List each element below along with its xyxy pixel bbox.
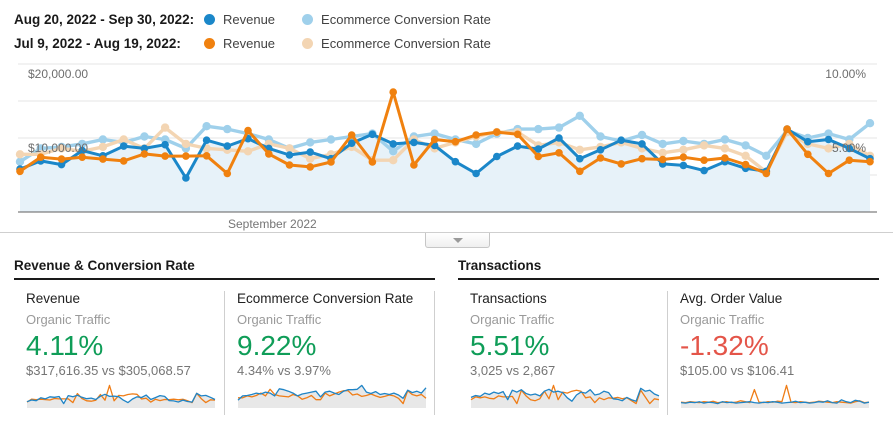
section-transactions: Transactions Transactions Organic Traffi…: [458, 258, 879, 415]
left-axis-tick-20000: $20,000.00: [28, 67, 89, 81]
right-axis-tick-10pct: 10.00%: [825, 67, 866, 81]
card-comparison: $317,616.35 vs $305,068.57: [26, 363, 191, 378]
chart-legend: Aug 20, 2022 - Sep 30, 2022: Revenue Eco…: [14, 7, 518, 55]
card-row: Revenue Organic Traffic 4.11% $317,616.3…: [14, 291, 435, 415]
legend-row-previous-period: Jul 9, 2022 - Aug 19, 2022: Revenue Ecom…: [14, 31, 518, 55]
legend-item-conversion-current: Ecommerce Conversion Rate: [302, 12, 491, 27]
chevron-down-icon: [452, 237, 463, 243]
card-segment: Organic Traffic: [237, 312, 322, 327]
card-change-value: 5.51%: [470, 330, 550, 361]
revenue-previous-dot-icon: [204, 37, 215, 49]
card-row: Transactions Organic Traffic 5.51% 3,025…: [458, 291, 879, 415]
right-axis-tick-5pct: 5.00%: [831, 141, 866, 155]
timeline-chart[interactable]: [0, 62, 893, 214]
conversion-current-dot-icon: [302, 13, 314, 25]
card-segment: Organic Traffic: [26, 312, 111, 327]
conversion-previous-dot-icon: [302, 37, 314, 49]
card-segment: Organic Traffic: [680, 312, 765, 327]
revenue-current-dot-icon: [204, 13, 215, 25]
section-revenue-conversion-rate: Revenue & Conversion Rate Revenue Organi…: [14, 258, 435, 415]
card-change-value: 4.11%: [26, 330, 104, 361]
sparkline-chart: [26, 384, 216, 408]
card-change-value: 9.22%: [237, 330, 317, 361]
section-heading: Revenue & Conversion Rate: [14, 258, 435, 280]
legend-label: Revenue: [223, 35, 276, 51]
sparkline-chart: [680, 384, 870, 408]
legend-item-conversion-previous: Ecommerce Conversion Rate: [302, 36, 491, 51]
card-title: Ecommerce Conversion Rate: [237, 291, 414, 306]
card-segment: Organic Traffic: [470, 312, 555, 327]
date-range-previous: Jul 9, 2022 - Aug 19, 2022:: [14, 35, 181, 51]
sparkline-chart: [470, 384, 660, 408]
collapse-chart-button[interactable]: [425, 233, 490, 248]
sparkline-chart: [237, 384, 427, 408]
card-title: Revenue: [26, 291, 81, 306]
chart-bottom-divider: [0, 232, 893, 233]
card-change-value: -1.32%: [680, 330, 769, 361]
scorecard-ecommerce-conversion-rate: Ecommerce Conversion Rate Organic Traffi…: [225, 291, 435, 415]
date-range-current: Aug 20, 2022 - Sep 30, 2022:: [14, 11, 195, 27]
card-comparison: $105.00 vs $106.41: [680, 363, 795, 378]
legend-label: Ecommerce Conversion Rate: [321, 35, 491, 51]
legend-label: Ecommerce Conversion Rate: [321, 11, 491, 27]
left-axis-tick-10000: $10,000.00: [28, 141, 89, 155]
legend-item-revenue-current: Revenue: [204, 12, 275, 27]
section-heading: Transactions: [458, 258, 879, 280]
scorecard-revenue: Revenue Organic Traffic 4.11% $317,616.3…: [14, 291, 225, 415]
scorecard-avg-order-value: Avg. Order Value Organic Traffic -1.32% …: [668, 291, 879, 415]
card-title: Avg. Order Value: [680, 291, 783, 306]
legend-label: Revenue: [223, 11, 276, 27]
card-title: Transactions: [470, 291, 547, 306]
card-comparison: 4.34% vs 3.97%: [237, 363, 331, 378]
legend-row-current-period: Aug 20, 2022 - Sep 30, 2022: Revenue Eco…: [14, 7, 518, 31]
x-axis-month-label: September 2022: [228, 217, 317, 231]
card-comparison: 3,025 vs 2,867: [470, 363, 556, 378]
scorecard-transactions: Transactions Organic Traffic 5.51% 3,025…: [458, 291, 668, 415]
legend-item-revenue-previous: Revenue: [204, 36, 275, 51]
